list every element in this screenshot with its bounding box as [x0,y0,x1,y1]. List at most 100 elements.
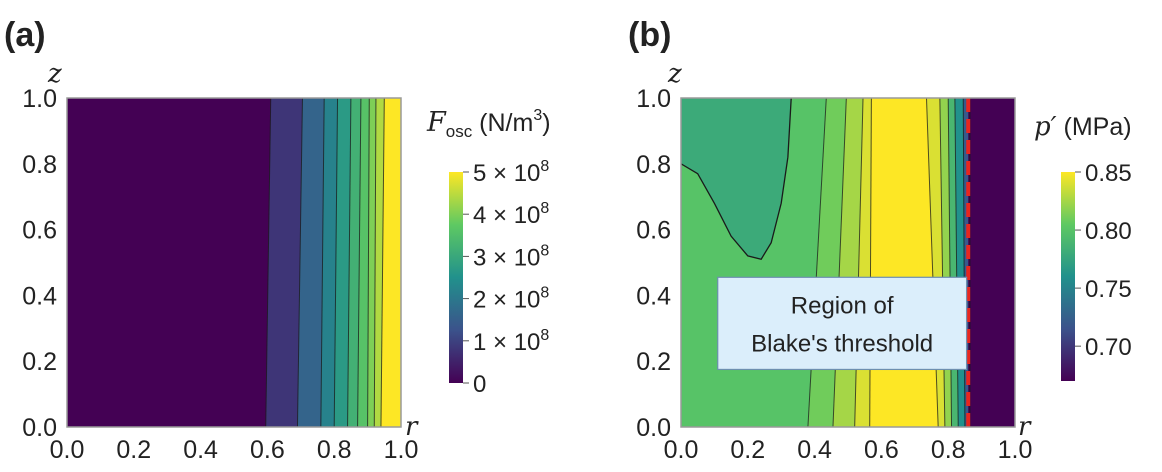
a-y-tick-1: 0.2 [22,348,57,376]
b-contour-3 [869,98,872,427]
colorbar-a-tick-label-0: 0 [473,371,486,398]
b-dip-contour [681,98,792,260]
colorbar-a-tick-exponent-2: 8 [540,285,549,302]
b-contour-0 [807,98,827,427]
colorbar-a-title-unit: (N/m [472,109,533,137]
b-contour-1 [832,98,847,427]
colorbar-b-tick-label-1: 0.75 [1085,276,1132,303]
colorbar-a-title: Fosc (N/m3) [426,107,551,141]
colorbar-a [449,172,463,383]
a-contour-9 [380,98,385,427]
b-contour-2 [854,98,864,427]
colorbar-b-ticks: 0.70 0.75 0.80 0.85 [1075,160,1132,361]
panel-b: (b) Region of Blake's threshold 0.00.20.… [628,16,1132,464]
panel-a-y-axis-label: z [47,59,62,89]
colorbar-a-tick-label-1: 1 × 108 [473,327,549,356]
b-dip-region [681,98,792,260]
a-y-tick-3: 0.6 [22,217,57,245]
b-x-tick-4: 0.8 [931,436,966,464]
colorbar-a-tick-mantissa-5: 5 × 10 [473,160,540,187]
b-contour-6 [947,98,953,427]
colorbar-a-tick-exponent-1: 8 [540,327,549,344]
a-y-tick-4: 0.8 [22,151,57,179]
b-contour-8 [962,98,966,427]
a-x-tick-2: 0.4 [183,436,218,464]
b-y-tick-0: 0.0 [636,414,671,442]
colorbar-b-tick-label-2: 0.80 [1085,218,1132,245]
a-contour-1 [265,98,272,427]
colorbar-a-tick-mantissa-3: 3 × 10 [473,244,540,271]
colorbar-a-tick-mantissa-4: 4 × 10 [473,202,540,229]
colorbar-b-title-symbol: p′ [1034,112,1057,142]
a-x-tick-5: 1.0 [384,436,419,464]
panel-b-label: (b) [628,16,671,54]
panel-a-contour-fill [67,98,401,427]
colorbar-b-bar [1061,172,1075,381]
panel-a-contour-lines [265,98,385,427]
colorbar-a-bar [449,172,463,383]
colorbar-a-tick-mantissa-1: 1 × 10 [473,329,540,356]
panel-b-frame [680,97,1016,428]
panel-a-frame [66,97,402,428]
a-x-tick-3: 0.6 [250,436,285,464]
panel-a-x-axis-label: r [405,412,419,442]
a-y-tick-0: 0.0 [22,414,57,442]
colorbar-a-tick-mantissa-0: 0 [473,371,486,398]
panel-b-x-ticks: 0.0 0.2 0.4 0.6 0.8 1.0 [664,436,1033,464]
colorbar-a-tick-label-2: 2 × 108 [473,285,549,314]
colorbar-b-title: p′ (MPa) [1034,112,1132,142]
panel-a: (a) 0.0 0.2 0.4 0.6 0.8 1.0 0.0 0.2 0.4 0.6 0.8 1.… [4,16,551,464]
b-y-tick-2: 0.4 [636,282,671,310]
panel-a-y-ticks: 0.0 0.2 0.4 0.6 0.8 1.0 [22,85,57,442]
a-contour-7 [367,98,370,427]
b-contour-7 [954,98,959,427]
a-contour-5 [347,98,352,427]
a-contour-2 [296,98,303,427]
colorbar-a-title-close: ) [542,109,550,137]
colorbar-a-title-symbol: F [426,107,447,138]
b-x-tick-5: 1.0 [998,436,1033,464]
blake-threshold-annotation: Region of Blake's threshold [717,276,968,371]
colorbar-a-tick-label-4: 4 × 108 [473,200,549,229]
colorbar-a-tick-mantissa-2: 2 × 10 [473,287,540,314]
b-x-tick-2: 0.4 [797,436,832,464]
b-x-tick-0: 0.0 [664,436,699,464]
b-y-tick-1: 0.2 [636,348,671,376]
b-y-tick-3: 0.6 [636,217,671,245]
panel-a-x-ticks: 0.0 0.2 0.4 0.6 0.8 1.0 [50,436,419,464]
b-x-tick-1: 0.2 [730,436,765,464]
annotation-line-1: Region of [791,292,894,319]
colorbar-a-tick-label-5: 5 × 108 [473,158,549,187]
colorbar-a-tick-exponent-3: 8 [540,242,549,259]
colorbar-a-tick-exponent-5: 8 [540,158,549,175]
colorbar-b [1061,172,1075,381]
b-x-tick-3: 0.6 [864,436,899,464]
a-contour-8 [373,98,377,427]
b-y-tick-4: 0.8 [636,151,671,179]
b-y-tick-5: 1.0 [636,85,671,113]
b-subthreshold-region [968,98,1015,427]
a-contour-6 [357,98,362,427]
a-x-tick-4: 0.8 [317,436,352,464]
b-contour-4 [925,98,939,427]
a-contour-4 [333,98,339,427]
colorbar-a-tick-exponent-4: 8 [540,200,549,217]
panel-a-label: (a) [4,16,46,54]
a-y-tick-5: 1.0 [22,85,57,113]
colorbar-a-title-subscript: osc [446,122,473,141]
a-contour-3 [320,98,325,427]
colorbar-a-tick-label-3: 3 × 108 [473,242,549,271]
a-x-tick-0: 0.0 [50,436,85,464]
colorbar-b-tick-label-0: 0.70 [1085,334,1132,361]
panel-b-y-axis-label: z [667,59,682,89]
b-contour-5 [939,98,946,427]
a-y-tick-2: 0.4 [22,282,57,310]
annotation-line-2: Blake's threshold [751,330,933,357]
annotation-box [717,276,968,371]
panel-b-x-axis-label: r [1018,412,1032,442]
colorbar-b-title-unit: (MPa) [1057,113,1132,141]
colorbar-b-tick-label-3: 0.85 [1085,160,1132,187]
a-band-9 [380,98,401,427]
